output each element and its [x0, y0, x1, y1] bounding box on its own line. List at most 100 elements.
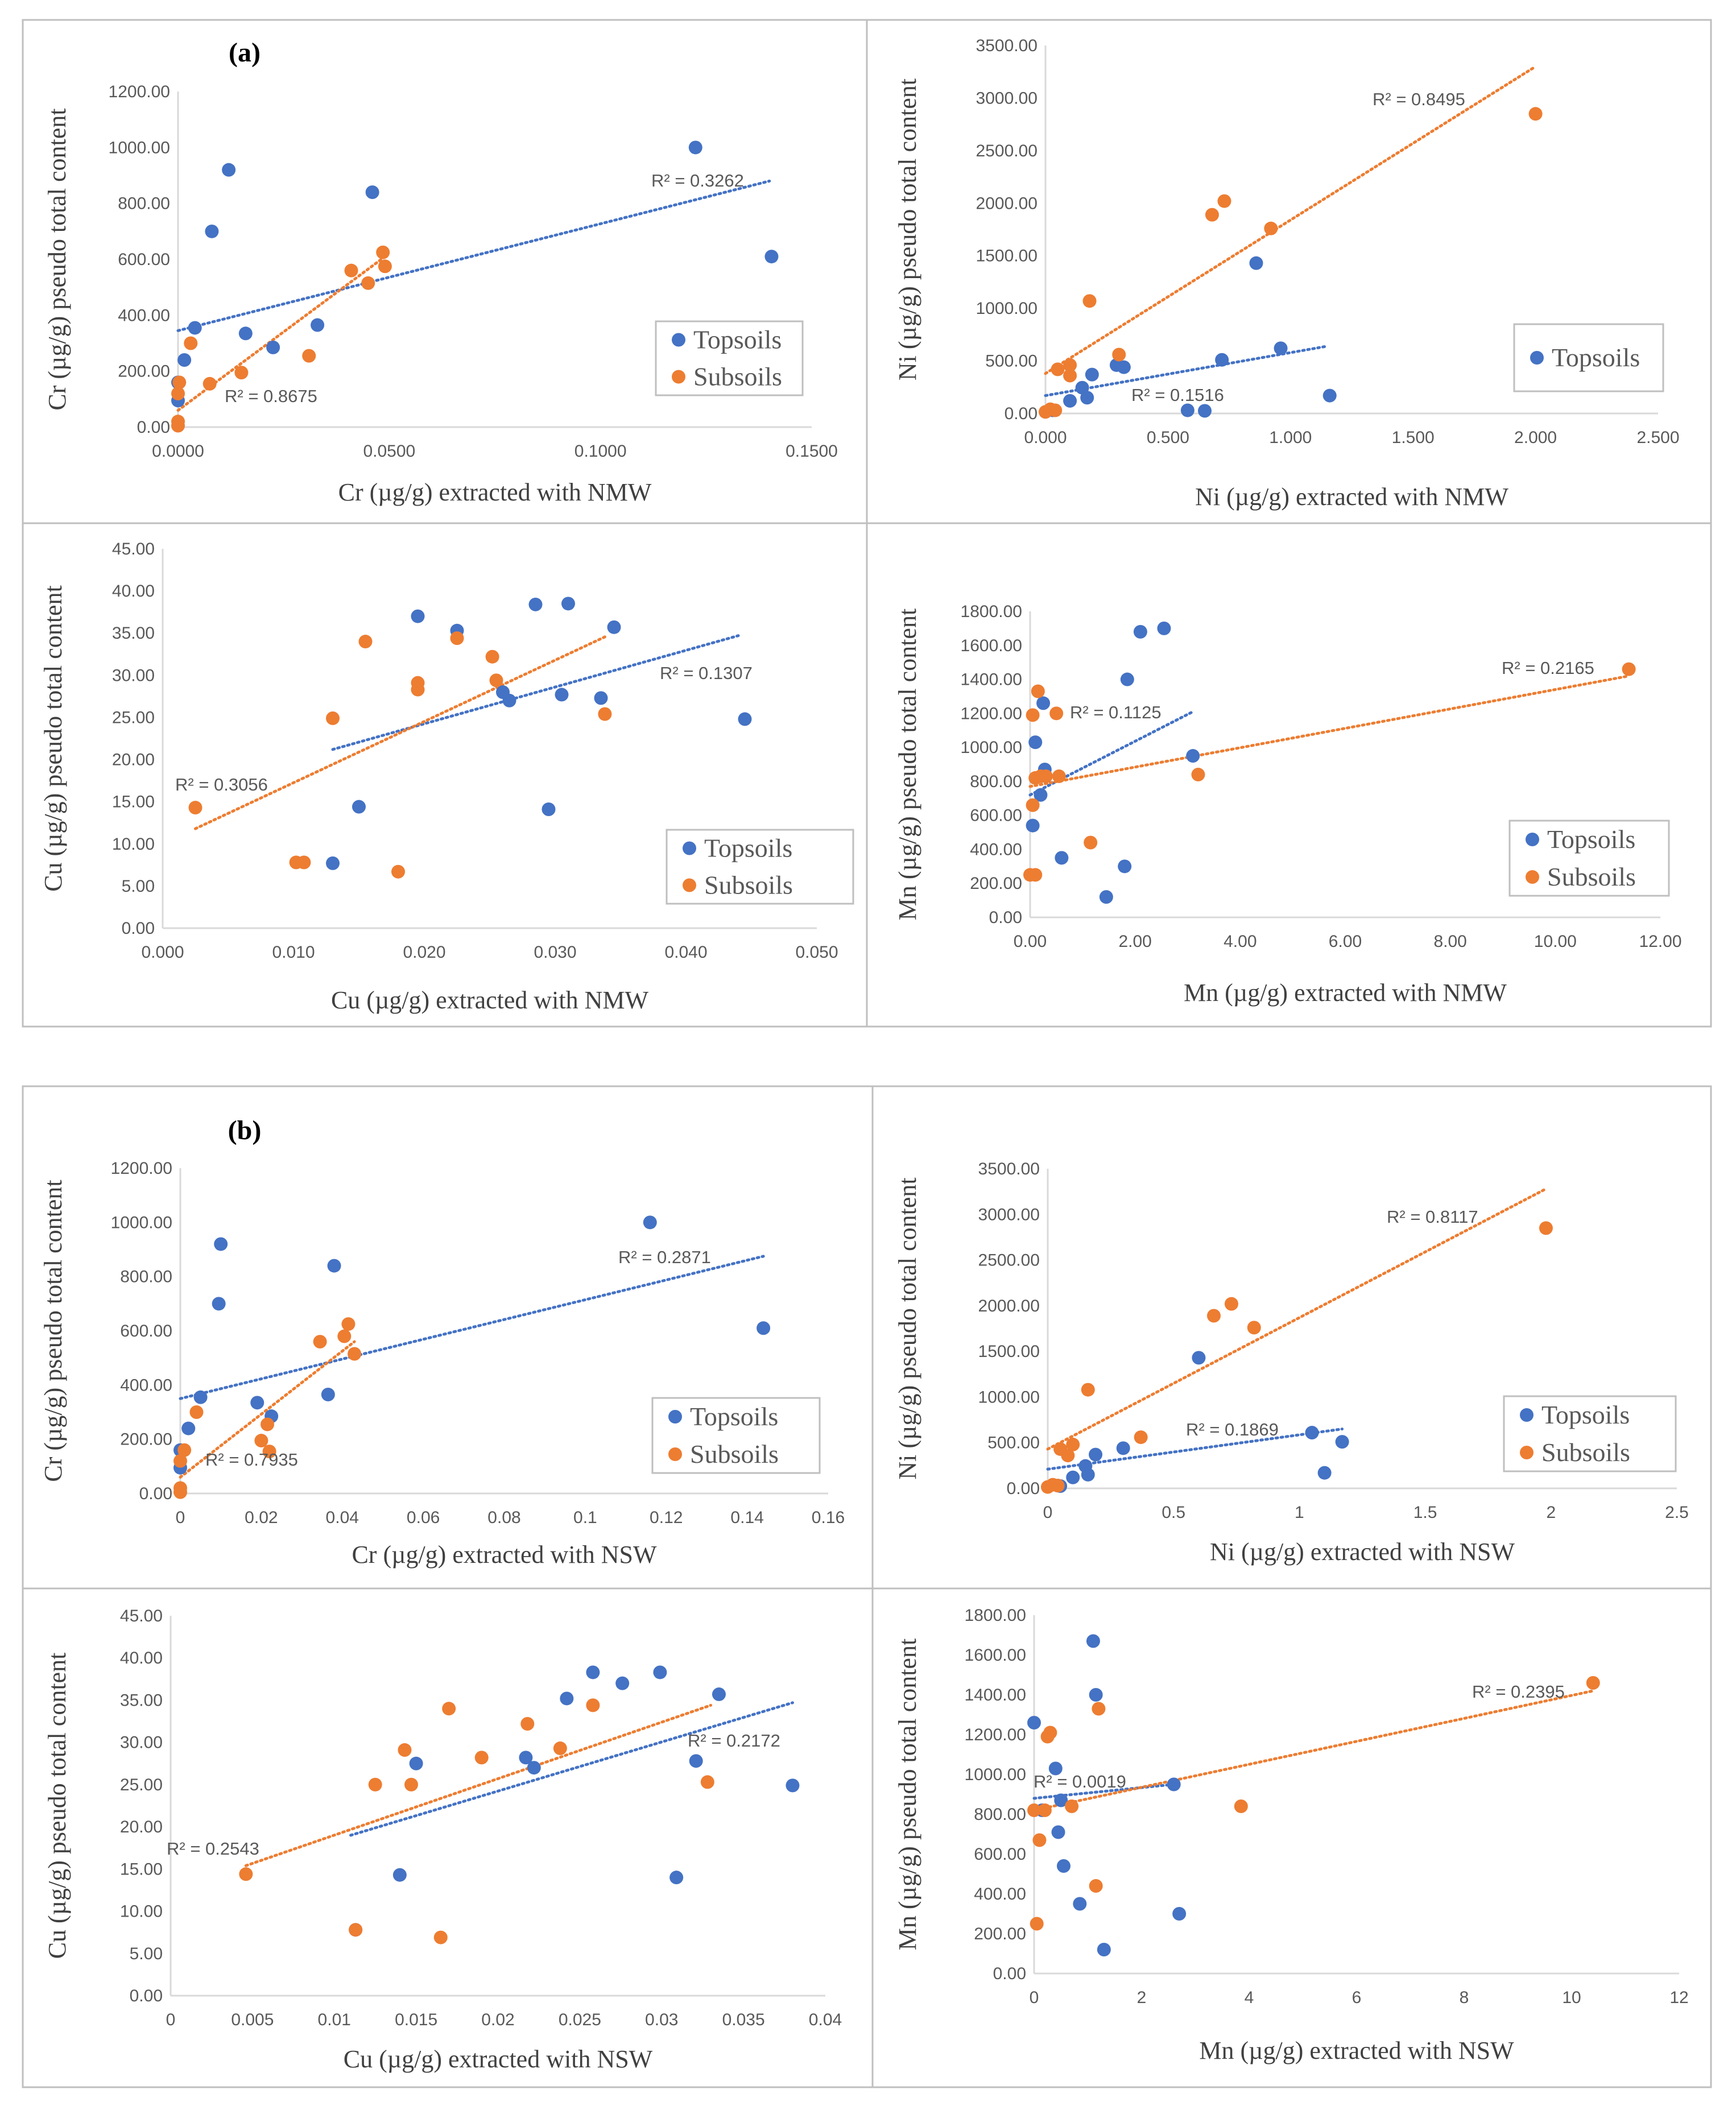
panel-label-b: (b)	[228, 1115, 262, 1145]
x-tick-label: 0.08	[487, 1508, 520, 1527]
subsoils-point	[586, 1698, 600, 1712]
topsoils-point	[527, 1761, 541, 1775]
chart-a-4: 0.00 2.00 4.00 6.00 8.00 10.00 12.00 0.00 200.00…	[894, 602, 1682, 1007]
x-tick-label: 0.1000	[574, 442, 627, 461]
subsoils-point	[297, 855, 311, 870]
y-tick-label: 30.00	[112, 666, 155, 685]
subsoils-trendline	[179, 1340, 356, 1479]
topsoils-point	[1097, 1943, 1111, 1956]
chart-a-3: 0.000 0.010 0.020 0.030 0.040 0.050 0.00 5.00 10…	[39, 540, 854, 1014]
subsoils-point	[1206, 1309, 1221, 1323]
subsoils-point	[433, 1930, 448, 1944]
y-tick-label: 0.00	[130, 1987, 163, 2005]
subsoils-trendline	[1046, 1187, 1548, 1451]
x-tick-label: 0.02	[481, 2010, 514, 2029]
y-tick-label: 1000.00	[109, 138, 170, 157]
x-tick-label: 0	[176, 1508, 185, 1527]
subsoils-point	[254, 1434, 268, 1448]
topsoils-point	[188, 321, 202, 335]
subsoils-point	[411, 676, 425, 690]
y-tick-label: 2500.00	[976, 142, 1038, 160]
topsoils-point	[1085, 367, 1099, 382]
subsoils-point	[485, 649, 499, 664]
legend-label-subsoils: Subsoils	[690, 1439, 779, 1468]
topsoils-r2-label: R² = 0.2871	[618, 1247, 711, 1267]
y-tick-label: 600.00	[120, 1322, 172, 1340]
x-axis-title: Cu (µg/g) extracted with NSW	[344, 2045, 653, 2073]
topsoils-point	[1186, 749, 1200, 763]
x-tick-label: 0.050	[795, 943, 838, 962]
x-tick-label: 0.005	[231, 2010, 274, 2029]
y-tick-label: 1500.00	[978, 1342, 1040, 1361]
topsoils-point	[411, 609, 425, 623]
subsoils-point	[398, 1743, 412, 1757]
y-axis-title: Ni (µg/g) pseudo total content	[894, 1177, 921, 1479]
topsoils-point	[1073, 1897, 1087, 1911]
subsoils-point	[313, 1335, 327, 1349]
subsoils-point	[1528, 107, 1543, 121]
subsoils-point	[1032, 1833, 1047, 1847]
subsoils-r2-label: R² = 0.2165	[1502, 658, 1594, 678]
topsoils-point	[502, 693, 516, 707]
legend-marker-subsoils	[668, 1447, 682, 1461]
subsoils-point	[1224, 1297, 1238, 1311]
topsoils-point	[653, 1665, 667, 1679]
subsoils-point	[177, 1443, 192, 1457]
legend-marker-subsoils	[1526, 870, 1539, 884]
y-axis-title: Cu (µg/g) pseudo total content	[39, 585, 67, 892]
legend-marker-topsoils	[672, 333, 685, 347]
topsoils-point	[1086, 1634, 1100, 1648]
legend-box	[1508, 820, 1670, 897]
x-tick-label: 0.035	[722, 2010, 765, 2029]
y-tick-label: 400.00	[120, 1376, 172, 1395]
subsoils-point	[1264, 221, 1278, 235]
topsoils-point	[519, 1751, 533, 1765]
legend-box	[651, 1397, 821, 1474]
subsoils-point	[358, 635, 373, 649]
topsoils-point	[326, 856, 340, 870]
x-axis-title: Ni (µg/g) extracted with NSW	[1210, 1538, 1515, 1566]
x-tick-label: 0.02	[245, 1508, 278, 1527]
topsoils-point	[1081, 1467, 1095, 1482]
subsoils-point	[1028, 868, 1043, 882]
x-tick-label: 6.00	[1329, 932, 1362, 951]
y-tick-label: 0.00	[139, 1484, 172, 1503]
legend-marker-topsoils	[1530, 351, 1544, 365]
y-tick-label: 5.00	[130, 1944, 163, 1963]
topsoils-point	[1027, 1716, 1041, 1730]
y-tick-label: 0.00	[993, 1964, 1026, 1983]
topsoils-point	[555, 688, 569, 702]
topsoils-point	[1118, 859, 1132, 874]
subsoils-point	[341, 1317, 356, 1331]
x-tick-label: 0.0500	[363, 442, 415, 461]
legend-marker-topsoils	[668, 1410, 682, 1424]
x-tick-label: 0.01	[318, 2010, 351, 2029]
subsoils-point	[202, 376, 217, 391]
topsoils-point	[1249, 256, 1263, 270]
subsoils-point	[1039, 769, 1053, 783]
y-axis-title: Cu (µg/g) pseudo total content	[43, 1653, 71, 1959]
y-axis-title: Mn (µg/g) pseudo total content	[894, 609, 921, 920]
x-tick-label: 0.000	[1024, 428, 1067, 447]
topsoils-point	[1198, 404, 1212, 418]
topsoils-point	[1157, 621, 1171, 635]
subsoils-point	[1027, 1803, 1041, 1817]
x-tick-label: 8.00	[1433, 932, 1466, 951]
topsoils-point	[1133, 624, 1147, 639]
y-tick-label: 3500.00	[976, 36, 1038, 55]
subsoils-point	[474, 1751, 489, 1765]
topsoils-point	[1055, 851, 1069, 865]
topsoils-point	[1054, 1793, 1068, 1807]
y-tick-label: 500.00	[987, 1434, 1040, 1453]
x-tick-label: 0.010	[272, 943, 315, 962]
subsoils-point	[1063, 369, 1077, 383]
x-tick-label: 1	[1295, 1503, 1304, 1522]
subsoils-point	[450, 631, 464, 646]
topsoils-point	[1192, 1351, 1206, 1365]
legend-label-topsoils: Topsoils	[1547, 825, 1635, 854]
subsoils-point	[1092, 1702, 1106, 1716]
y-tick-label: 400.00	[974, 1885, 1026, 1904]
subsoils-r2-label: R² = 0.3056	[175, 775, 268, 795]
y-tick-label: 1800.00	[961, 602, 1022, 621]
y-tick-label: 1800.00	[965, 1606, 1026, 1625]
